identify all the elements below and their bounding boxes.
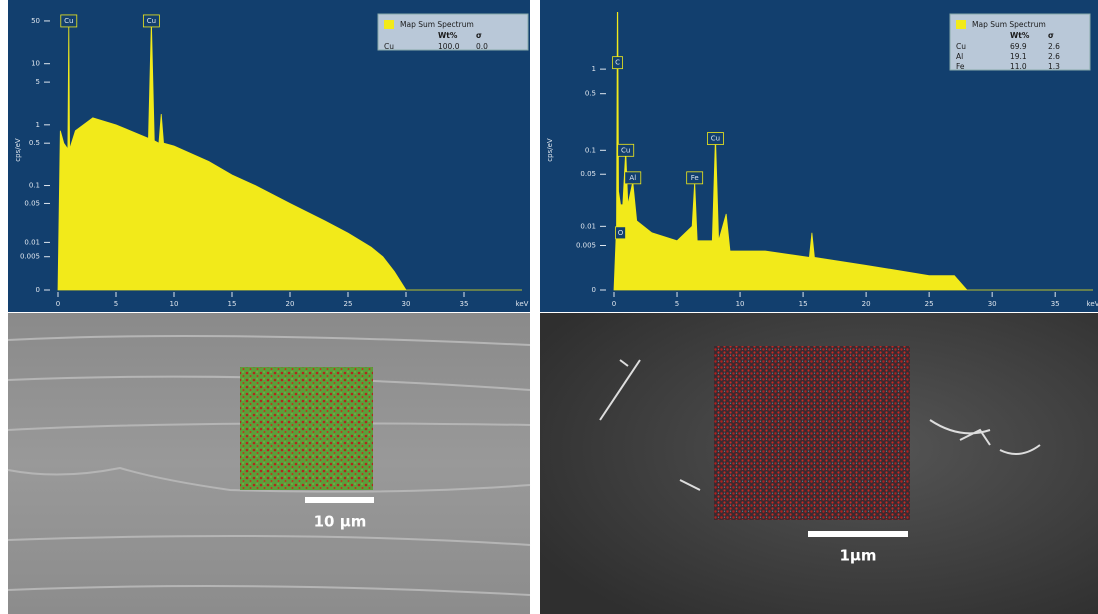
x-tick-label: 20 — [862, 300, 871, 308]
sem-image: 10 µm — [8, 313, 530, 614]
y-tick-label: 0.01 — [580, 222, 596, 230]
x-tick-label: 10 — [170, 300, 179, 308]
y-tick-label: 10 — [31, 60, 40, 68]
peak-label: C — [615, 59, 620, 67]
peak-label: Fe — [691, 174, 699, 182]
y-tick-label: 1 — [36, 121, 40, 129]
y-tick-label: 0.1 — [585, 146, 596, 154]
x-tick-label: 35 — [460, 300, 469, 308]
y-axis-label: cps/eV — [546, 138, 554, 162]
peak-label: Al — [629, 174, 636, 182]
x-tick-label: 15 — [799, 300, 808, 308]
x-tick-label: 5 — [675, 300, 679, 308]
y-tick-label: 0.005 — [20, 253, 40, 261]
legend-cell: 69.9 — [1010, 42, 1027, 51]
y-axis-label: cps/eV — [14, 138, 22, 162]
y-tick-label: 0 — [36, 286, 40, 294]
legend-cell: 2.6 — [1048, 52, 1060, 61]
peak-label: Cu — [64, 17, 73, 25]
x-tick-label: 0 — [56, 300, 60, 308]
sem-image: 1µm — [540, 313, 1098, 614]
peak-label: O — [618, 229, 624, 237]
x-unit: keV — [1087, 300, 1098, 308]
y-tick-label: 0 — [592, 286, 596, 294]
y-tick-label: 0.01 — [24, 238, 40, 246]
y-tick-label: 0.5 — [585, 90, 596, 98]
y-tick-label: 0.05 — [580, 170, 596, 178]
legend-cell: 0.0 — [476, 42, 488, 51]
y-tick-label: 5 — [36, 78, 40, 86]
peak-label: Cu — [147, 17, 156, 25]
legend-cell: 2.6 — [1048, 42, 1060, 51]
legend-swatch — [384, 20, 394, 29]
legend-header: Wt% — [1010, 31, 1030, 40]
x-tick-label: 30 — [402, 300, 411, 308]
legend-cell: Cu — [384, 42, 394, 51]
legend-cell: 1.3 — [1048, 62, 1060, 71]
x-tick-label: 25 — [925, 300, 934, 308]
legend-cell: 100.0 — [438, 42, 460, 51]
legend-cell: 19.1 — [1010, 52, 1027, 61]
legend-title: Map Sum Spectrum — [400, 20, 474, 29]
x-tick-label: 30 — [988, 300, 997, 308]
x-tick-label: 20 — [286, 300, 295, 308]
scale-label: 10 µm — [314, 513, 367, 531]
x-tick-label: 35 — [1051, 300, 1060, 308]
y-tick-label: 0.5 — [29, 139, 40, 147]
x-tick-label: 10 — [736, 300, 745, 308]
legend-title: Map Sum Spectrum — [972, 20, 1046, 29]
legend-cell: Fe — [956, 62, 965, 71]
x-tick-label: 15 — [228, 300, 237, 308]
element-map — [240, 367, 373, 490]
legend-header: σ — [1048, 31, 1054, 40]
element-map — [714, 346, 910, 520]
x-unit: keV — [516, 300, 529, 308]
peak-label: Cu — [621, 146, 630, 154]
legend-cell: Al — [956, 52, 963, 61]
y-tick-label: 1 — [592, 65, 596, 73]
legend-cell: Cu — [956, 42, 966, 51]
y-tick-label: 0.1 — [29, 182, 40, 190]
x-tick-label: 0 — [612, 300, 616, 308]
figure: 10 µm 1µm 00.0050.010.050.10.51510500510… — [0, 0, 1098, 614]
scale-label: 1µm — [839, 547, 876, 565]
y-tick-label: 0.005 — [576, 241, 596, 249]
legend-cell: 11.0 — [1010, 62, 1027, 71]
legend-header: Wt% — [438, 31, 458, 40]
x-tick-label: 25 — [344, 300, 353, 308]
x-tick-label: 5 — [114, 300, 118, 308]
y-tick-label: 50 — [31, 17, 40, 25]
peak-label: Cu — [711, 135, 720, 143]
legend-swatch — [956, 20, 966, 29]
y-tick-label: 0.05 — [24, 199, 40, 207]
legend-header: σ — [476, 31, 482, 40]
